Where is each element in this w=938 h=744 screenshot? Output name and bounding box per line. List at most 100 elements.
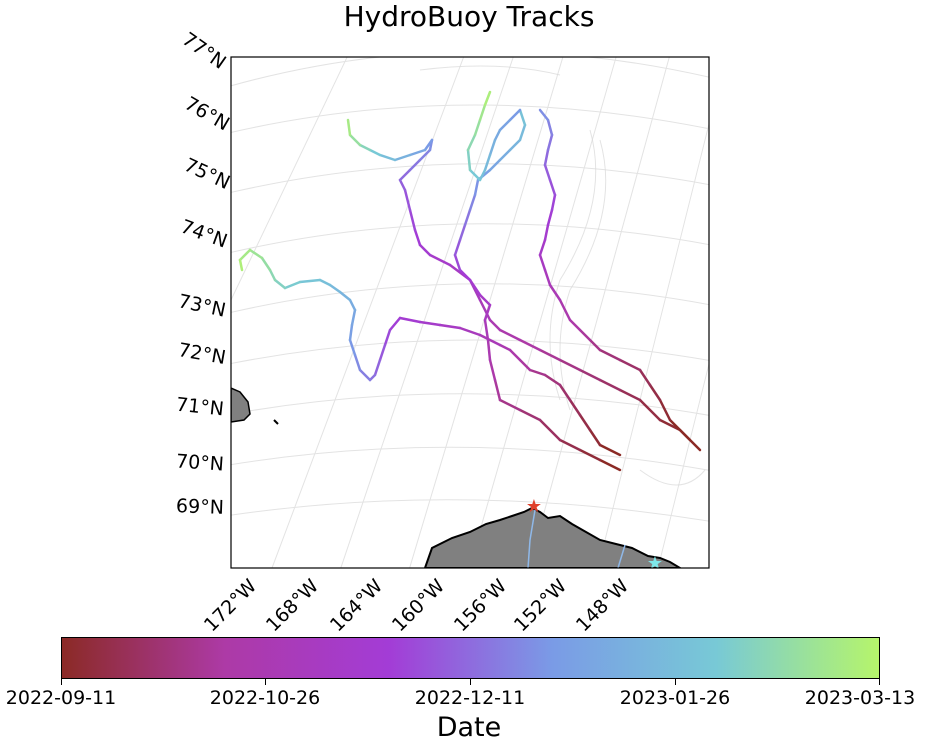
track-segment [568,398,582,417]
colorbar-tick [470,679,471,685]
track-segment [353,353,362,372]
track-segment [466,133,477,152]
chart-title: HydroBuoy Tracks [343,0,595,33]
track-segment [538,238,547,257]
track-segment [558,358,582,372]
track-segment [488,318,502,332]
track-segment [498,148,512,162]
track-segment [478,293,492,307]
track-segment [483,153,492,172]
river [527,509,536,568]
track-segment [468,193,477,212]
track-segment [338,290,352,302]
colorbar-tick [61,679,62,685]
colorbar-tick-label: 2023-01-26 [619,687,731,709]
track-segment [283,280,302,290]
track-segment [398,168,412,182]
track-segment [508,108,522,122]
track-segment [483,303,492,322]
red-star-marker: ★ [526,496,542,517]
track-segment [546,208,554,227]
track-segment [473,178,480,197]
track-segment [668,418,692,442]
track-segment [598,378,622,392]
track-segment [403,188,412,212]
track-segment [518,408,542,422]
track-segment [558,383,572,402]
track-segment [528,368,547,377]
track-segment [618,358,642,372]
track-segment [493,128,502,142]
track-segment [578,413,592,432]
track-segment [486,338,492,362]
track-segment [598,458,622,472]
track-segment [238,248,252,262]
river [617,544,626,568]
track-segment [483,318,490,342]
track-segment [578,328,592,342]
track-segment [408,148,427,157]
track-segment [393,153,412,162]
track-segment [578,448,602,462]
track-segment [543,223,550,242]
track-segment [508,348,522,362]
lat-label: 69°N [175,495,225,519]
track-segment [478,298,492,322]
track-segment [543,148,550,167]
track-segment [348,133,362,147]
track-segment [413,228,422,247]
track-segment [398,178,407,192]
track-segment [638,398,662,422]
colorbar-tick [265,679,266,685]
track-segment [518,108,527,127]
track-segment [618,388,642,402]
track-segment [260,256,272,272]
track-segment [378,153,397,162]
track-segment [358,368,372,382]
graticule [231,57,709,568]
colorbar-tick-label: 2022-12-11 [414,687,526,709]
lat-label: 70°N [175,450,225,476]
track-segment [438,323,462,330]
track-segment [550,193,557,212]
track-segment [558,438,582,452]
track-segment [418,320,442,327]
track-segment [378,343,387,362]
track-segment [588,428,602,447]
track-segment [498,328,522,342]
track-segment [543,268,552,287]
track-segment [466,148,472,172]
map-frame [230,56,710,569]
track-segment [388,316,402,332]
track-segment [638,368,652,387]
track-segment [358,143,372,152]
track-segment [458,223,467,242]
track-segment [458,268,472,282]
track-segment [273,278,287,290]
track-segment [428,253,452,267]
track-segment [508,138,522,152]
track-segment [578,368,602,382]
track-segment [373,358,382,377]
track-segment [598,443,622,457]
track-segment [518,358,532,372]
track-segment [483,90,492,107]
track-segment [658,398,672,422]
track-segment [418,243,432,257]
track-segment [538,108,550,122]
track-segment [538,253,547,272]
track-segment [518,338,542,352]
colorbar-tick-label: 2022-09-11 [5,687,117,709]
track-segment [588,338,602,352]
track-segment [348,323,354,342]
map-background [231,57,709,568]
track-segment [498,343,512,352]
track-segment [318,278,332,287]
track-segment [546,118,554,137]
track-segment [468,168,482,182]
track-segment [248,248,264,260]
track-segment [268,268,277,282]
colorbar [61,637,880,679]
track-segment [488,358,497,382]
